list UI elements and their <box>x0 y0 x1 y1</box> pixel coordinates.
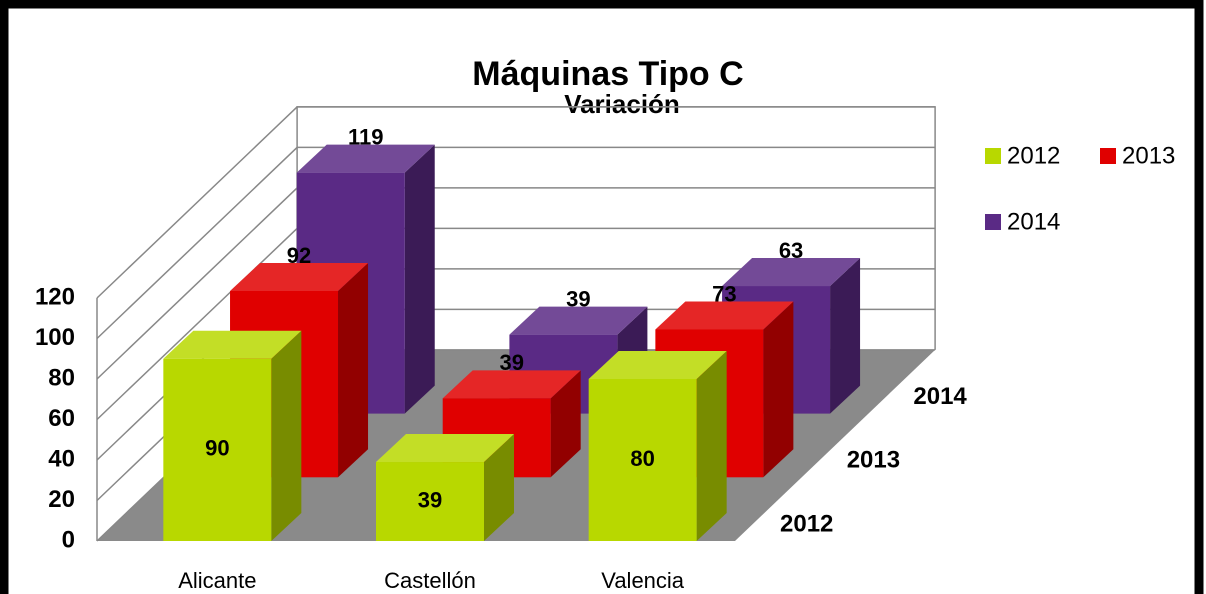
legend-label: 2013 <box>1122 142 1175 169</box>
chart-subtitle: Variación <box>564 89 680 119</box>
bar-top <box>163 330 302 359</box>
data-label: 39 <box>566 286 590 311</box>
data-label: 92 <box>287 243 311 268</box>
depth-tick-label: 2014 <box>913 383 967 410</box>
bar-top <box>230 263 369 291</box>
y-tick-label: 120 <box>35 283 75 310</box>
bar-top <box>509 306 648 335</box>
x-tick-label: Alicante <box>178 568 256 593</box>
legend-label: 2014 <box>1007 208 1060 235</box>
data-label: 39 <box>499 350 523 375</box>
bar-top <box>722 258 861 287</box>
y-tick-label: 80 <box>48 364 75 391</box>
bar <box>588 379 697 541</box>
depth-tick-label: 2012 <box>780 510 833 537</box>
y-tick-label: 40 <box>48 445 75 472</box>
bar-top <box>296 144 435 173</box>
grid-line <box>96 106 936 299</box>
bar-side <box>338 263 369 478</box>
legend-swatch <box>985 214 1001 230</box>
bar <box>163 358 272 541</box>
depth-tick-label: 2013 <box>847 447 900 474</box>
bar-top <box>442 370 581 399</box>
legend-label: 2012 <box>1007 142 1060 169</box>
y-tick-label: 0 <box>62 526 75 553</box>
bar-side <box>271 330 302 541</box>
chart-title: Máquinas Tipo C <box>472 55 743 93</box>
bar-side <box>550 370 581 478</box>
bar-side <box>696 351 727 541</box>
x-tick-label: Castellón <box>384 568 476 593</box>
data-label: 63 <box>779 238 803 263</box>
legend-swatch <box>985 148 1001 164</box>
data-label: 90 <box>205 436 229 461</box>
data-label: 80 <box>630 446 654 471</box>
bar-side <box>763 301 794 478</box>
y-tick-label: 20 <box>48 486 75 513</box>
data-label: 119 <box>348 124 384 149</box>
bar-side <box>484 434 514 541</box>
y-tick-label: 60 <box>48 405 75 432</box>
legend-swatch <box>1100 148 1116 164</box>
bar-top <box>588 351 727 379</box>
bar-side <box>404 144 435 414</box>
x-tick-label: Valencia <box>601 568 685 593</box>
grid-line <box>96 146 936 340</box>
data-label: 39 <box>418 487 442 512</box>
bar-side <box>830 258 861 414</box>
bar <box>376 462 484 541</box>
bar-top <box>376 434 514 463</box>
y-tick-label: 100 <box>35 324 75 351</box>
data-label: 73 <box>712 281 736 306</box>
bar-top <box>655 301 794 330</box>
